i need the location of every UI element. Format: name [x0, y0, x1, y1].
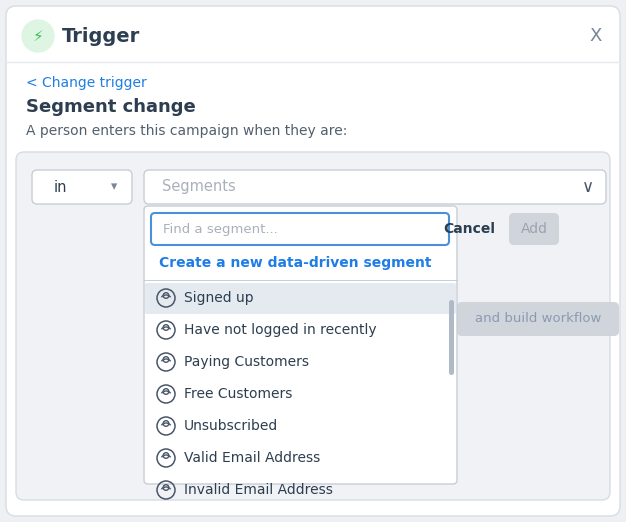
FancyBboxPatch shape [457, 302, 619, 336]
Text: and build workflow: and build workflow [475, 313, 601, 326]
FancyBboxPatch shape [151, 213, 449, 245]
FancyBboxPatch shape [144, 170, 606, 204]
Text: Invalid Email Address: Invalid Email Address [184, 483, 333, 497]
Text: Find a segment...: Find a segment... [163, 222, 278, 235]
Text: A person enters this campaign when they are:: A person enters this campaign when they … [26, 124, 347, 138]
FancyBboxPatch shape [16, 152, 610, 500]
Text: in: in [53, 180, 67, 195]
Text: Add: Add [520, 222, 548, 236]
Text: Signed up: Signed up [184, 291, 254, 305]
Text: Trigger: Trigger [62, 27, 140, 45]
Circle shape [22, 20, 54, 52]
Text: ▾: ▾ [111, 181, 117, 194]
Text: X: X [590, 27, 602, 45]
Text: < Change trigger: < Change trigger [26, 76, 146, 90]
FancyBboxPatch shape [144, 206, 457, 484]
Text: Paying Customers: Paying Customers [184, 355, 309, 369]
Text: Create a new data-driven segment: Create a new data-driven segment [159, 256, 431, 270]
Text: Segments: Segments [162, 180, 236, 195]
Text: Segment change: Segment change [26, 98, 196, 116]
Text: Free Customers: Free Customers [184, 387, 292, 401]
FancyBboxPatch shape [32, 170, 132, 204]
Text: ⚡: ⚡ [33, 29, 43, 43]
Text: Have not logged in recently: Have not logged in recently [184, 323, 377, 337]
FancyBboxPatch shape [6, 6, 620, 516]
Text: Cancel: Cancel [443, 222, 495, 236]
FancyBboxPatch shape [509, 213, 559, 245]
Text: Unsubscribed: Unsubscribed [184, 419, 278, 433]
Text: Valid Email Address: Valid Email Address [184, 451, 321, 465]
FancyBboxPatch shape [449, 300, 454, 375]
Text: ∨: ∨ [582, 178, 594, 196]
FancyBboxPatch shape [145, 283, 456, 314]
